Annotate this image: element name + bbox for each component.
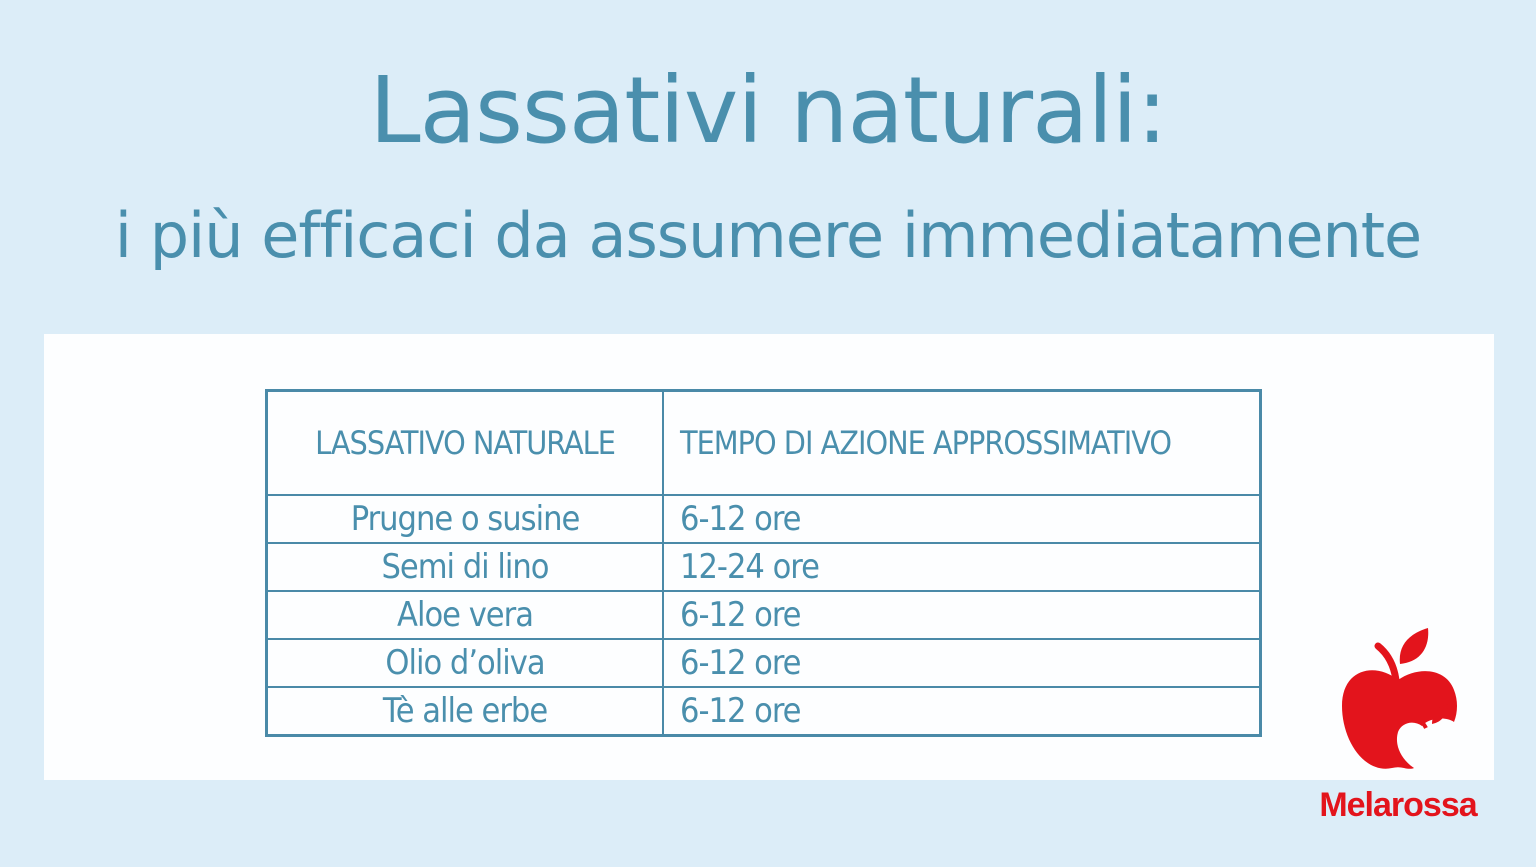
time-cell: 6-12 ore [662,638,1262,688]
laxative-cell: Aloe vera [265,590,664,640]
laxatives-table: LASSATIVO NATURALE TEMPO DI AZIONE APPRO… [265,389,1262,737]
column-header: LASSATIVO NATURALE [265,389,664,496]
table-row: Tè alle erbe 6-12 ore [265,686,1262,737]
table-row: Olio d’oliva 6-12 ore [265,638,1262,688]
laxative-cell: Tè alle erbe [265,686,664,737]
time-cell: 6-12 ore [662,686,1262,737]
table-row: Aloe vera 6-12 ore [265,590,1262,640]
page-subtitle: i più efficaci da assumere immediatament… [114,199,1422,272]
laxative-cell: Prugne o susine [265,494,664,544]
column-header: TEMPO DI AZIONE APPROSSIMATIVO [662,389,1262,496]
table-row: Semi di lino 12-24 ore [265,542,1262,592]
time-cell: 6-12 ore [662,494,1262,544]
time-cell: 6-12 ore [662,590,1262,640]
page-title: Lassativi naturali: [369,57,1167,164]
laxative-cell: Olio d’oliva [265,638,664,688]
table-row: Prugne o susine 6-12 ore [265,494,1262,544]
brand-logo-text: Melarossa [1319,786,1477,824]
laxative-cell: Semi di lino [265,542,664,592]
apple-icon [1342,628,1457,769]
time-cell: 12-24 ore [662,542,1262,592]
table-header-row: LASSATIVO NATURALE TEMPO DI AZIONE APPRO… [265,389,1262,496]
